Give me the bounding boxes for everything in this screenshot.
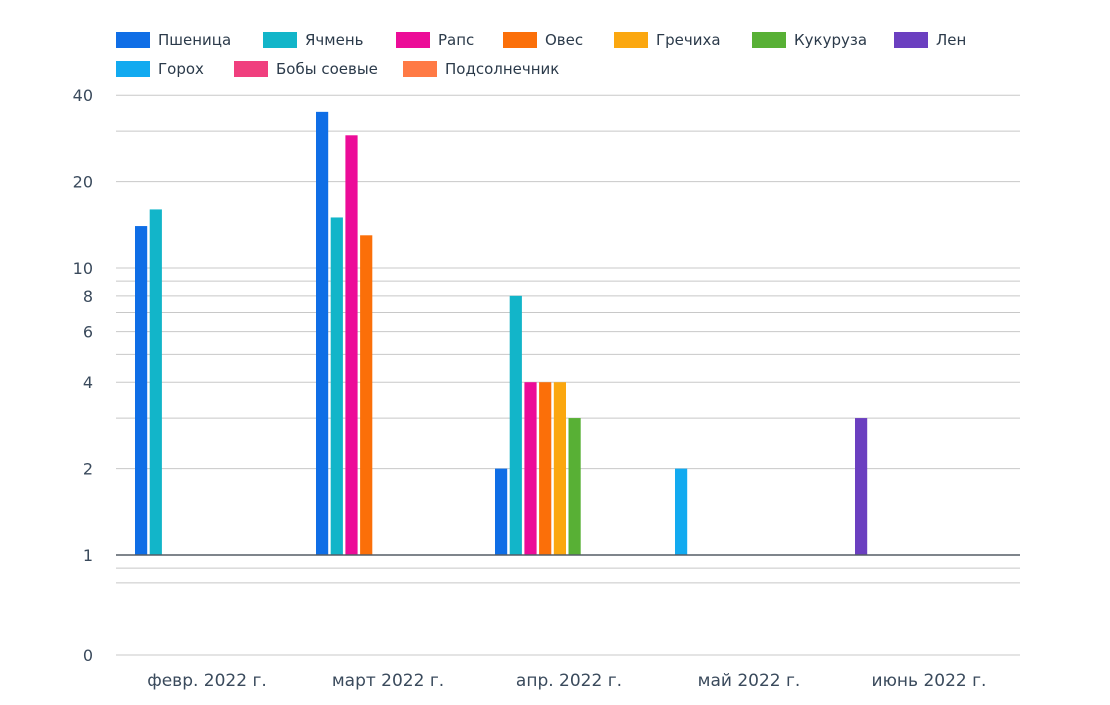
bar[interactable] [568, 418, 581, 555]
y-tick-label: 4 [83, 373, 93, 392]
legend-label: Гречиха [656, 31, 721, 49]
bar[interactable] [539, 382, 552, 555]
x-category-label: апр. 2022 г. [516, 671, 622, 691]
y-tick-label: 8 [83, 287, 93, 306]
legend-swatch [263, 32, 297, 48]
legend-item[interactable]: Овес [503, 30, 583, 50]
legend-item[interactable]: Лен [894, 30, 966, 50]
bar[interactable] [149, 209, 162, 555]
legend-swatch [614, 32, 648, 48]
legend-label: Горох [158, 60, 204, 78]
y-tick-label: 20 [73, 173, 93, 192]
x-category-label: июнь 2022 г. [872, 671, 987, 691]
y-tick-label: 1 [83, 546, 93, 565]
bar[interactable] [345, 135, 358, 555]
legend-item[interactable]: Рапс [396, 30, 474, 50]
bar[interactable] [316, 111, 329, 555]
legend-label: Кукуруза [794, 31, 868, 49]
legend-swatch [752, 32, 786, 48]
legend-swatch [503, 32, 537, 48]
grid-lines [116, 94, 1020, 656]
legend-swatch [234, 61, 268, 77]
legend-swatch [403, 61, 437, 77]
legend-label: Овес [545, 31, 584, 49]
bar[interactable] [135, 226, 148, 555]
bar[interactable] [524, 382, 537, 555]
y-tick-label: 40 [73, 86, 93, 105]
y-axis-tick-labels: 0 1 2 4 6 8 10 20 40 [73, 86, 93, 665]
legend-item[interactable]: Пшеница [116, 30, 231, 50]
bar-series [135, 111, 868, 556]
legend-item[interactable]: Ячмень [263, 30, 363, 50]
legend-item[interactable]: Подсолнечник [403, 59, 559, 79]
legend-item[interactable]: Бобы соевые [234, 59, 378, 79]
bar[interactable] [855, 418, 868, 555]
y-tick-label: 2 [83, 460, 93, 479]
legend-label: Пшеница [158, 31, 232, 49]
y-tick-label: 6 [83, 323, 93, 342]
x-axis-category-labels: февр. 2022 г. март 2022 г. апр. 2022 г. май… [147, 671, 986, 691]
bar[interactable] [495, 468, 508, 555]
bar[interactable] [675, 468, 688, 555]
legend-item[interactable]: Кукуруза [752, 30, 867, 50]
legend-swatch [116, 61, 150, 77]
legend-item[interactable]: Горох [116, 59, 204, 79]
bar[interactable] [553, 382, 566, 555]
legend-label: Подсолнечник [445, 60, 560, 78]
legend-item[interactable]: Гречиха [614, 30, 721, 50]
bar[interactable] [330, 217, 343, 556]
legend-label: Бобы соевые [276, 60, 378, 78]
legend-label: Рапс [438, 31, 475, 49]
x-category-label: май 2022 г. [698, 671, 801, 691]
bar[interactable] [509, 295, 522, 555]
legend-swatch [116, 32, 150, 48]
y-tick-label: 10 [73, 259, 93, 278]
legend-label: Ячмень [305, 31, 364, 49]
bar[interactable] [360, 235, 373, 555]
x-category-label: февр. 2022 г. [147, 671, 267, 691]
y-tick-label: 0 [83, 646, 93, 665]
legend-swatch [396, 32, 430, 48]
x-category-label: март 2022 г. [332, 671, 444, 691]
legend-swatch [894, 32, 928, 48]
legend-label: Лен [936, 31, 967, 49]
